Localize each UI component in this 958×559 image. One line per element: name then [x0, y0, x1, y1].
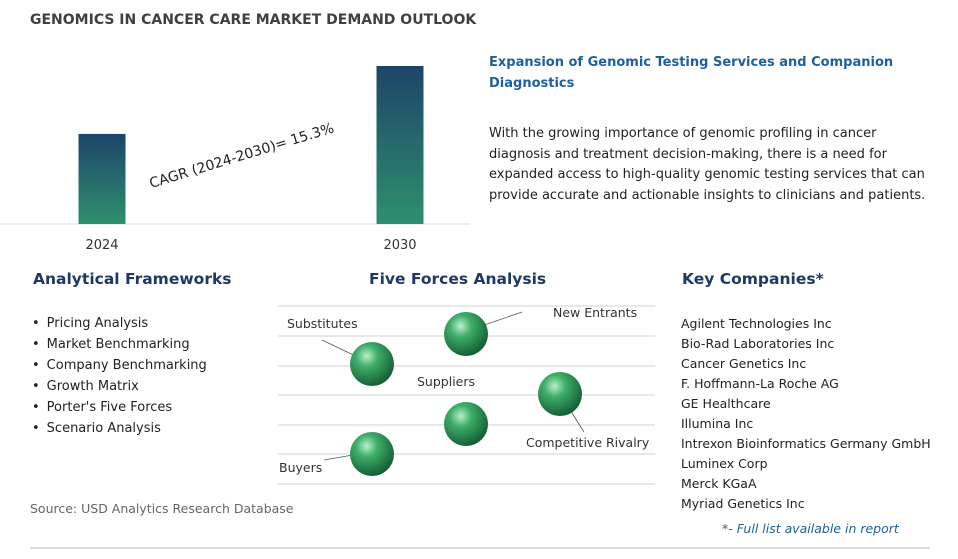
highlight-text: With the growing importance of genomic p…: [489, 126, 926, 203]
company-item: Merck KGaA: [681, 476, 757, 491]
section-title: Analytical Frameworks: [33, 270, 232, 288]
force-label: Competitive Rivalry: [526, 435, 650, 450]
force-label: Buyers: [279, 460, 322, 475]
force-label: Suppliers: [417, 374, 475, 389]
company-item: Bio-Rad Laboratories Inc: [681, 336, 835, 351]
section-title: Key Companies*: [682, 270, 824, 288]
framework-item: Porter's Five Forces: [32, 397, 207, 418]
force-label: New Entrants: [553, 305, 637, 320]
framework-item: Company Benchmarking: [32, 355, 207, 376]
company-list: Agilent Technologies Inc Bio-Rad Laborato…: [681, 314, 931, 514]
framework-item: Scenario Analysis: [32, 418, 207, 439]
company-item: Intrexon Bioinformatics Germany GmbH: [681, 436, 931, 451]
page-title: GENOMICS IN CANCER CARE MARKET DEMAND OU…: [30, 12, 477, 28]
footnote: *- Full list available in report: [722, 521, 899, 536]
company-item: Myriad Genetics Inc: [681, 496, 805, 511]
company-item: Luminex Corp: [681, 456, 768, 471]
force-spheres: [350, 312, 582, 476]
cagr-label: CAGR (2024-2030)= 15.3%: [148, 120, 336, 191]
x-tick-label: 2024: [85, 238, 118, 253]
company-item: Cancer Genetics Inc: [681, 356, 807, 371]
source: Source: USD Analytics Research Database: [30, 501, 294, 516]
force-label: Substitutes: [287, 316, 358, 331]
framework-item: Market Benchmarking: [32, 334, 207, 355]
company-item: GE Healthcare: [681, 396, 771, 411]
framework-item: Pricing Analysis: [32, 313, 207, 334]
framework-list: Pricing AnalysisMarket BenchmarkingCompa…: [32, 313, 207, 439]
x-tick-label: 2030: [383, 238, 416, 253]
highlight-heading: Expansion of Genomic Testing Services an…: [489, 55, 894, 91]
bar: [376, 66, 424, 224]
company-item: Illumina Inc: [681, 416, 754, 431]
framework-item: Growth Matrix: [32, 376, 207, 397]
bar: [78, 133, 126, 224]
company-item: Agilent Technologies Inc: [681, 316, 832, 331]
company-item: F. Hoffmann-La Roche AG: [681, 376, 839, 391]
section-title: Five Forces Analysis: [369, 270, 547, 288]
